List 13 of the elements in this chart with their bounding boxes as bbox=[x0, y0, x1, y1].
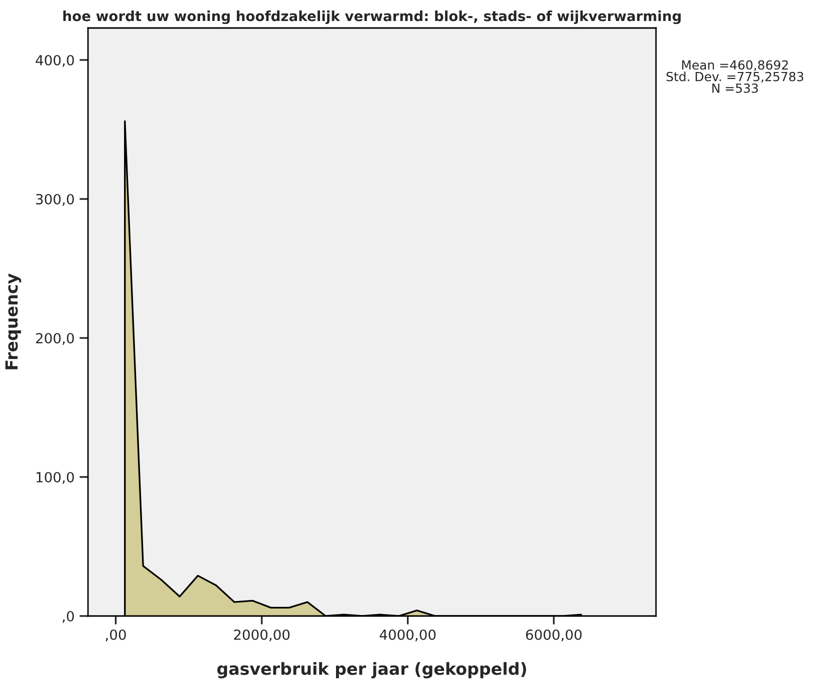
x-axis-title: gasverbruik per jaar (gekoppeld) bbox=[217, 662, 526, 678]
y-tick-label: 200,0 bbox=[36, 332, 74, 345]
y-tick-label: 300,0 bbox=[36, 194, 74, 206]
x-tick-label: 2000,00 bbox=[234, 629, 290, 642]
x-tick-label: 4000,00 bbox=[380, 629, 436, 642]
y-tick-label: 100,0 bbox=[36, 472, 74, 484]
chart-title: hoe wordt uw woning hoofdzakelijk verwarmd: blok-, stads- of wijkverwarming bbox=[63, 10, 681, 24]
y-tick-label: 400,0 bbox=[36, 54, 74, 67]
x-tick-label: ,00 bbox=[106, 629, 126, 642]
x-tick-label: 6000,00 bbox=[526, 629, 582, 642]
y-tick-label: ,0 bbox=[62, 610, 74, 623]
y-axis-title: Frequency bbox=[5, 274, 22, 370]
text: Mean =460,8692 Std. Dev. =775,25783 N =533 bbox=[666, 60, 804, 93]
